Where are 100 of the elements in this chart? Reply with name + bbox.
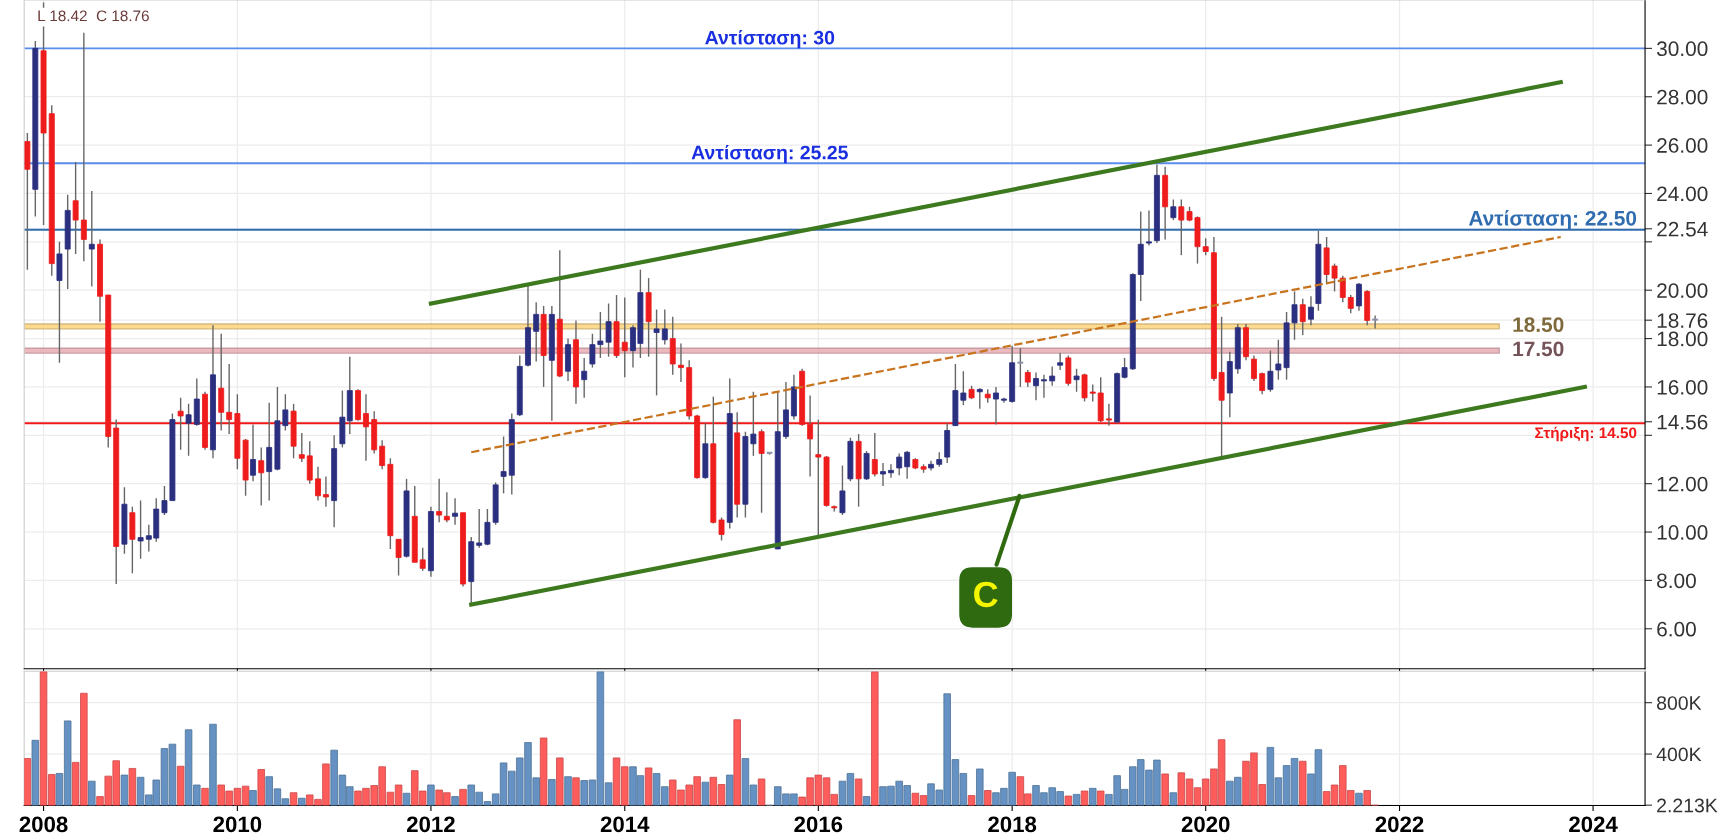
bar [257, 769, 265, 806]
candlestick [896, 452, 903, 476]
candlestick [678, 342, 684, 383]
bar [1080, 790, 1089, 806]
candlestick [258, 446, 265, 507]
candlestick [1073, 368, 1080, 393]
candlestick [1372, 314, 1379, 330]
candlestick [250, 423, 256, 482]
bar [249, 790, 257, 806]
y-tick-label: 6.00 [1657, 621, 1696, 637]
bar [1096, 790, 1105, 806]
candlestick [1081, 372, 1088, 403]
bar [298, 797, 306, 806]
y-tick-label: 8.00 [1657, 573, 1696, 589]
y-tick-label: 14.56 [1657, 414, 1708, 430]
candlestick [758, 428, 765, 514]
candlestick [1267, 349, 1274, 393]
y-tick-label: 12.00 [1657, 476, 1708, 492]
candlestick [1299, 297, 1306, 336]
candlestick [880, 462, 886, 487]
bar [31, 739, 40, 806]
x-tick-label: 2016 [794, 816, 843, 833]
bar [1161, 773, 1169, 806]
band-label: 18.50 [1513, 317, 1564, 333]
ref-line-label: Στήριξη: 14.50 [1535, 426, 1637, 442]
candlestick [476, 508, 483, 549]
candlestick [904, 450, 911, 480]
bar [1169, 792, 1178, 806]
candlestick [1041, 374, 1047, 399]
candlestick [581, 357, 588, 399]
candlestick [1170, 198, 1177, 221]
annotation: C [974, 581, 998, 608]
ref-line-label: Αντίσταση: 25.25 [691, 144, 848, 164]
candlestick [379, 439, 386, 470]
bar [548, 779, 556, 806]
x-tick-label: 2012 [406, 816, 455, 833]
bar [1072, 793, 1081, 806]
candlestick [72, 161, 79, 255]
x-tick-label: 2008 [19, 816, 68, 833]
y-tick-label: 24.00 [1657, 186, 1708, 202]
candlestick [839, 464, 846, 516]
bar [967, 795, 976, 806]
candlestick [1308, 295, 1314, 326]
candlestick [871, 432, 878, 478]
x-tick-label: 2014 [600, 816, 650, 833]
candlestick [1146, 209, 1152, 247]
x-tick-label: 2018 [988, 816, 1037, 833]
candlestick [718, 516, 725, 542]
candlestick [1347, 294, 1354, 314]
candlestick [185, 403, 192, 457]
bar [757, 778, 766, 806]
bar [726, 774, 734, 806]
ref-line-label: Αντίσταση: 22.50 [1468, 210, 1637, 230]
candlestick [88, 190, 95, 288]
bar [871, 671, 879, 806]
bar [701, 781, 710, 806]
bar [1089, 787, 1097, 806]
bar [176, 765, 185, 806]
candlestick [137, 499, 144, 560]
y-tick-label: 22.54 [1657, 221, 1708, 237]
bar [733, 719, 741, 806]
candlestick [80, 31, 87, 262]
candlestick [443, 491, 450, 524]
candlestick [322, 475, 329, 508]
bar [402, 792, 411, 806]
y-tick-label: 26.00 [1657, 138, 1708, 153]
candlestick [500, 435, 507, 495]
bar [854, 778, 863, 806]
bar [539, 737, 548, 806]
candlestick [888, 463, 894, 479]
y-tick-label: 400K [1656, 747, 1702, 762]
bar [564, 776, 572, 806]
candlestick [419, 547, 426, 572]
candlestick [1259, 371, 1266, 395]
candlestick [1057, 352, 1064, 371]
candlestick [621, 296, 628, 378]
candlestick [661, 308, 668, 346]
candlestick [993, 386, 999, 426]
annotation: L 18.42 C 18.76 [38, 10, 149, 22]
candlestick [1356, 282, 1362, 312]
bar [572, 777, 580, 806]
bar [209, 723, 217, 806]
bar [289, 792, 298, 806]
bar [120, 774, 129, 806]
bar [1363, 790, 1371, 806]
x-tick-label: 2020 [1181, 816, 1230, 833]
candlestick [298, 432, 305, 463]
y-tick-label: 20.00 [1657, 283, 1708, 298]
candlestick [436, 478, 443, 524]
y-tick-label: 28.00 [1657, 89, 1708, 105]
bar [451, 796, 459, 806]
bar [976, 768, 984, 806]
bar [1299, 760, 1307, 806]
bar [644, 767, 653, 806]
candlestick [1033, 371, 1039, 401]
bar [984, 790, 992, 806]
bar [201, 787, 209, 806]
y-tick-label: 16.00 [1657, 379, 1708, 395]
candlestick [1178, 198, 1185, 256]
bar [88, 780, 96, 806]
